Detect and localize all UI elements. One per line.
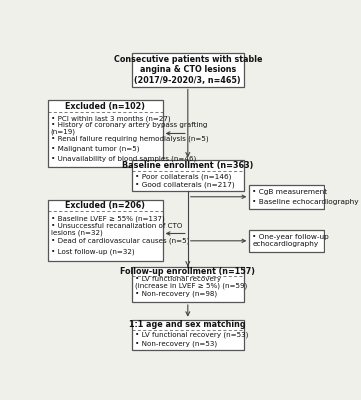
Text: Excluded (n=102): Excluded (n=102) [65, 102, 145, 111]
Text: • Unavailability of blood samples (n=46): • Unavailability of blood samples (n=46) [51, 156, 196, 162]
Text: • Poor collaterals (n=146): • Poor collaterals (n=146) [135, 173, 231, 180]
Text: • Non-recovery (n=98): • Non-recovery (n=98) [135, 290, 217, 297]
Text: • LV functional recovery
(increase in LVEF ≥ 5%) (n=59): • LV functional recovery (increase in LV… [135, 276, 247, 290]
Text: • Baseline LVEF ≥ 55% (n=137): • Baseline LVEF ≥ 55% (n=137) [51, 215, 165, 222]
FancyBboxPatch shape [48, 100, 162, 166]
FancyBboxPatch shape [132, 320, 244, 350]
Text: • Lost follow-up (n=32): • Lost follow-up (n=32) [51, 249, 134, 255]
FancyBboxPatch shape [132, 53, 244, 86]
Text: • Dead of cardiovascular causes (n=5): • Dead of cardiovascular causes (n=5) [51, 238, 189, 244]
Text: • History of coronary artery bypass grafting
(n=19): • History of coronary artery bypass graf… [51, 122, 207, 135]
Text: • Malignant tumor (n=5): • Malignant tumor (n=5) [51, 146, 139, 152]
Text: • Good collaterals (n=217): • Good collaterals (n=217) [135, 182, 234, 188]
FancyBboxPatch shape [132, 160, 244, 191]
Text: Follow-up enrollment (n=157): Follow-up enrollment (n=157) [120, 267, 255, 276]
Text: • Unsuccessful recanalization of CTO
lesions (n=32): • Unsuccessful recanalization of CTO les… [51, 223, 182, 236]
Text: Excluded (n=206): Excluded (n=206) [65, 201, 145, 210]
Text: Consecutive patients with stable
angina & CTO lesions
(2017/9-2020/3, n=465): Consecutive patients with stable angina … [114, 55, 262, 85]
FancyBboxPatch shape [249, 185, 323, 209]
FancyBboxPatch shape [249, 230, 323, 252]
Text: • LV functional recovery (n=53): • LV functional recovery (n=53) [135, 332, 248, 338]
Text: • One-year follow-up
echocardiography: • One-year follow-up echocardiography [252, 234, 329, 247]
Text: 1:1 age and sex matching: 1:1 age and sex matching [130, 320, 246, 329]
FancyBboxPatch shape [48, 200, 162, 260]
Text: • PCI within last 3 months (n=27): • PCI within last 3 months (n=27) [51, 115, 170, 122]
Text: Baseline enrollment (n=363): Baseline enrollment (n=363) [122, 161, 253, 170]
FancyBboxPatch shape [132, 267, 244, 302]
Text: • Baseline echocardiography: • Baseline echocardiography [252, 199, 359, 205]
Text: • Non-recovery (n=53): • Non-recovery (n=53) [135, 341, 217, 347]
Text: • Renal failure requiring hemodialysis (n=5): • Renal failure requiring hemodialysis (… [51, 136, 208, 142]
Text: • CgB measurement: • CgB measurement [252, 188, 327, 194]
